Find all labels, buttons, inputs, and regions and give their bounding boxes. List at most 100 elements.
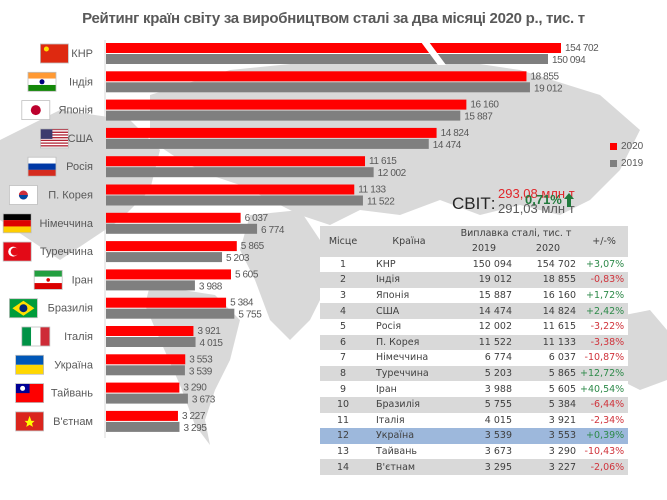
data-label-2020-8: 5 605 bbox=[235, 269, 259, 280]
cell-rank: 1 bbox=[320, 256, 366, 273]
data-label-2020-1: 18 855 bbox=[530, 71, 559, 82]
table-row: 10 Бразилія 5 755 5 384 -6,44% bbox=[320, 396, 629, 413]
cell-2019: 3 988 bbox=[452, 381, 516, 397]
cell-country: Німеччина bbox=[366, 350, 452, 366]
category-label-12: Тайвань bbox=[51, 388, 93, 400]
data-label-2019-10: 4 015 bbox=[200, 338, 224, 349]
bar-2019-13 bbox=[106, 421, 180, 432]
data-label-2019-0: 150 094 bbox=[552, 55, 586, 66]
production-table: Місце Країна Виплавка сталі, тис. т +/-%… bbox=[320, 226, 629, 475]
cell-country: П. Корея bbox=[366, 334, 452, 351]
table-row: 5 Росія 12 002 11 615 -3,22% bbox=[320, 318, 629, 335]
legend-label-2019: 2019 bbox=[621, 158, 644, 169]
header-change: +/-% bbox=[580, 226, 629, 257]
category-label-3: США bbox=[68, 133, 94, 145]
ukraine-flag-icon bbox=[15, 354, 45, 375]
table-row: 1 КНР 150 094 154 702 +3,07% bbox=[320, 256, 629, 273]
data-label-2020-12: 3 290 bbox=[183, 383, 207, 394]
cell-country: Росія bbox=[366, 318, 452, 335]
cell-change: +40,54% bbox=[580, 381, 629, 397]
cell-2019: 12 002 bbox=[452, 318, 516, 335]
cell-rank: 4 bbox=[320, 303, 366, 319]
bar-2020-6 bbox=[106, 212, 241, 223]
data-label-2020-2: 16 160 bbox=[470, 100, 499, 111]
data-label-2019-5: 11 522 bbox=[367, 197, 395, 208]
japan-flag-icon bbox=[21, 100, 51, 120]
cell-change: -2,34% bbox=[580, 412, 629, 429]
bar-2019-6 bbox=[106, 223, 258, 234]
bar-2019-5 bbox=[106, 195, 363, 206]
india-flag-icon bbox=[27, 71, 57, 92]
cell-2019: 11 522 bbox=[452, 334, 516, 351]
south-korea-flag-icon bbox=[8, 185, 38, 205]
data-label-2019-4: 12 002 bbox=[378, 168, 407, 179]
cell-change: +0,39% bbox=[580, 428, 629, 444]
world-value-2019: 291,03 млн т bbox=[498, 201, 575, 216]
cell-rank: 8 bbox=[320, 365, 366, 382]
cell-2020: 3 921 bbox=[516, 412, 580, 429]
cell-2019: 19 012 bbox=[452, 272, 516, 288]
category-label-9: Бразилія bbox=[48, 303, 93, 315]
cell-rank: 9 bbox=[320, 381, 366, 397]
table-row: 11 Італія 4 015 3 921 -2,34% bbox=[320, 412, 629, 429]
cell-2019: 15 887 bbox=[452, 287, 516, 304]
cell-change: -3,38% bbox=[580, 334, 629, 351]
cell-2020: 16 160 bbox=[516, 287, 580, 304]
cell-rank: 13 bbox=[320, 443, 366, 460]
cell-country: КНР bbox=[366, 256, 452, 273]
category-label-11: Україна bbox=[54, 359, 94, 371]
data-label-2019-8: 3 988 bbox=[199, 281, 223, 292]
data-label-2020-9: 5 384 bbox=[230, 298, 254, 309]
cell-rank: 11 bbox=[320, 412, 366, 429]
cell-2019: 6 774 bbox=[452, 350, 516, 366]
legend-label-2020: 2020 bbox=[621, 141, 644, 152]
bar-2019-12 bbox=[106, 393, 188, 404]
data-label-2019-7: 5 203 bbox=[226, 253, 250, 264]
category-label-10: Італія bbox=[64, 331, 93, 343]
turkey-flag-icon bbox=[2, 241, 32, 262]
cell-rank: 5 bbox=[320, 318, 366, 335]
south-america-shape bbox=[145, 285, 240, 445]
axis-break-gap bbox=[421, 42, 446, 65]
bar-2020-3 bbox=[106, 127, 437, 138]
cell-2019: 150 094 bbox=[452, 256, 516, 273]
legend-swatch-2019 bbox=[610, 160, 617, 167]
cell-2019: 5 755 bbox=[452, 396, 516, 413]
table-row: 6 П. Корея 11 522 11 133 -3,38% bbox=[320, 334, 629, 351]
table-row: 4 США 14 474 14 824 +2,42% bbox=[320, 303, 629, 319]
cell-country: Україна bbox=[366, 428, 452, 444]
bar-2020-7 bbox=[106, 241, 237, 252]
world-label: СВІТ: bbox=[452, 194, 496, 213]
table-row: 7 Німеччина 6 774 6 037 -10,87% bbox=[320, 350, 629, 366]
category-label-1: Індія bbox=[69, 76, 93, 88]
cell-rank: 6 bbox=[320, 334, 366, 351]
data-label-2020-0: 154 702 bbox=[565, 43, 599, 54]
cell-rank: 12 bbox=[320, 428, 366, 444]
cell-change: -6,44% bbox=[580, 396, 629, 413]
germany-flag-icon bbox=[2, 213, 32, 234]
cell-2020: 5 384 bbox=[516, 396, 580, 413]
taiwan-flag-icon bbox=[15, 383, 45, 404]
bar-2020-2 bbox=[106, 99, 467, 110]
bar-2020-12 bbox=[106, 382, 180, 393]
category-label-6: Німеччина bbox=[39, 218, 93, 230]
bar-2020-0 bbox=[106, 43, 561, 53]
category-label-2: Японія bbox=[59, 105, 94, 117]
china-flag-icon bbox=[40, 43, 69, 64]
bar-2020-4 bbox=[106, 156, 366, 167]
cell-2020: 6 037 bbox=[516, 350, 580, 366]
cell-change: -0,83% bbox=[580, 272, 629, 288]
cell-change: +1,72% bbox=[580, 287, 629, 304]
cell-2019: 4 015 bbox=[452, 412, 516, 429]
cell-change: -2,06% bbox=[580, 459, 629, 475]
data-label-2019-9: 5 755 bbox=[238, 310, 262, 321]
cell-country: Тайвань bbox=[366, 443, 452, 460]
data-label-2019-13: 3 295 bbox=[183, 423, 207, 434]
data-label-2019-11: 3 539 bbox=[189, 366, 213, 377]
bar-2019-2 bbox=[106, 110, 461, 121]
data-label-2020-13: 3 227 bbox=[182, 411, 206, 422]
world-change: 0,71% bbox=[525, 192, 574, 207]
cell-country: Японія bbox=[366, 287, 452, 304]
cell-2020: 18 855 bbox=[516, 272, 580, 288]
